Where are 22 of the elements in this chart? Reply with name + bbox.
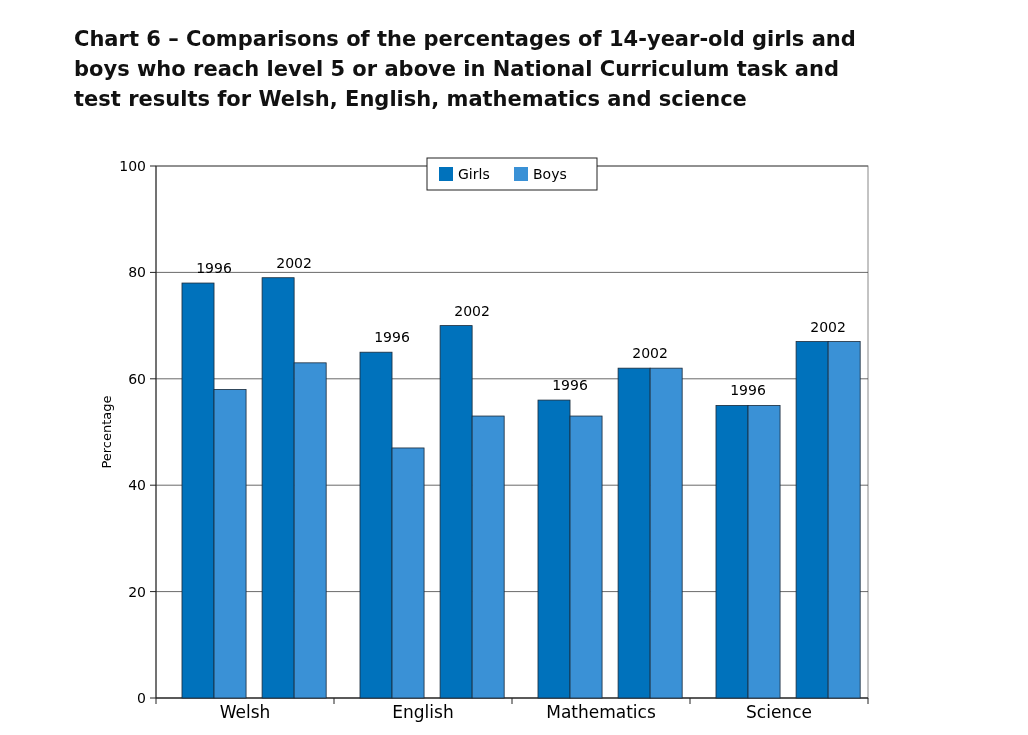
chart-title: Chart 6 – Comparisons of the percentages of 14-year-old girls and boys who reach level 5 or above in National Curriculum task and test results for Welsh, English, mathematics and science <box>74 27 856 111</box>
y-axis-title: Percentage <box>99 395 114 469</box>
annotation: 2002 <box>276 254 312 271</box>
y-tick-label: 0 <box>137 689 146 706</box>
y-tick-label: 40 <box>128 477 146 494</box>
x-tick-label: Welsh <box>219 702 271 722</box>
annotation: 1996 <box>552 377 588 394</box>
annotation: 2002 <box>632 345 668 362</box>
y-tick-label: 100 <box>119 157 146 174</box>
annotation: 2002 <box>810 318 846 335</box>
x-tick-label: Mathematics <box>546 702 656 722</box>
annotation: 2002 <box>454 302 490 319</box>
y-tick-label: 60 <box>128 370 146 387</box>
legend-label: Boys <box>533 165 567 182</box>
x-tick-label: Science <box>746 702 812 722</box>
y-tick-label: 80 <box>128 264 146 281</box>
x-tick-label: English <box>392 702 454 722</box>
annotation: 1996 <box>730 382 766 399</box>
legend-label: Girls <box>458 165 490 182</box>
y-tick-label: 20 <box>128 583 146 600</box>
annotation: 1996 <box>374 329 410 346</box>
annotation: 1996 <box>196 260 232 277</box>
